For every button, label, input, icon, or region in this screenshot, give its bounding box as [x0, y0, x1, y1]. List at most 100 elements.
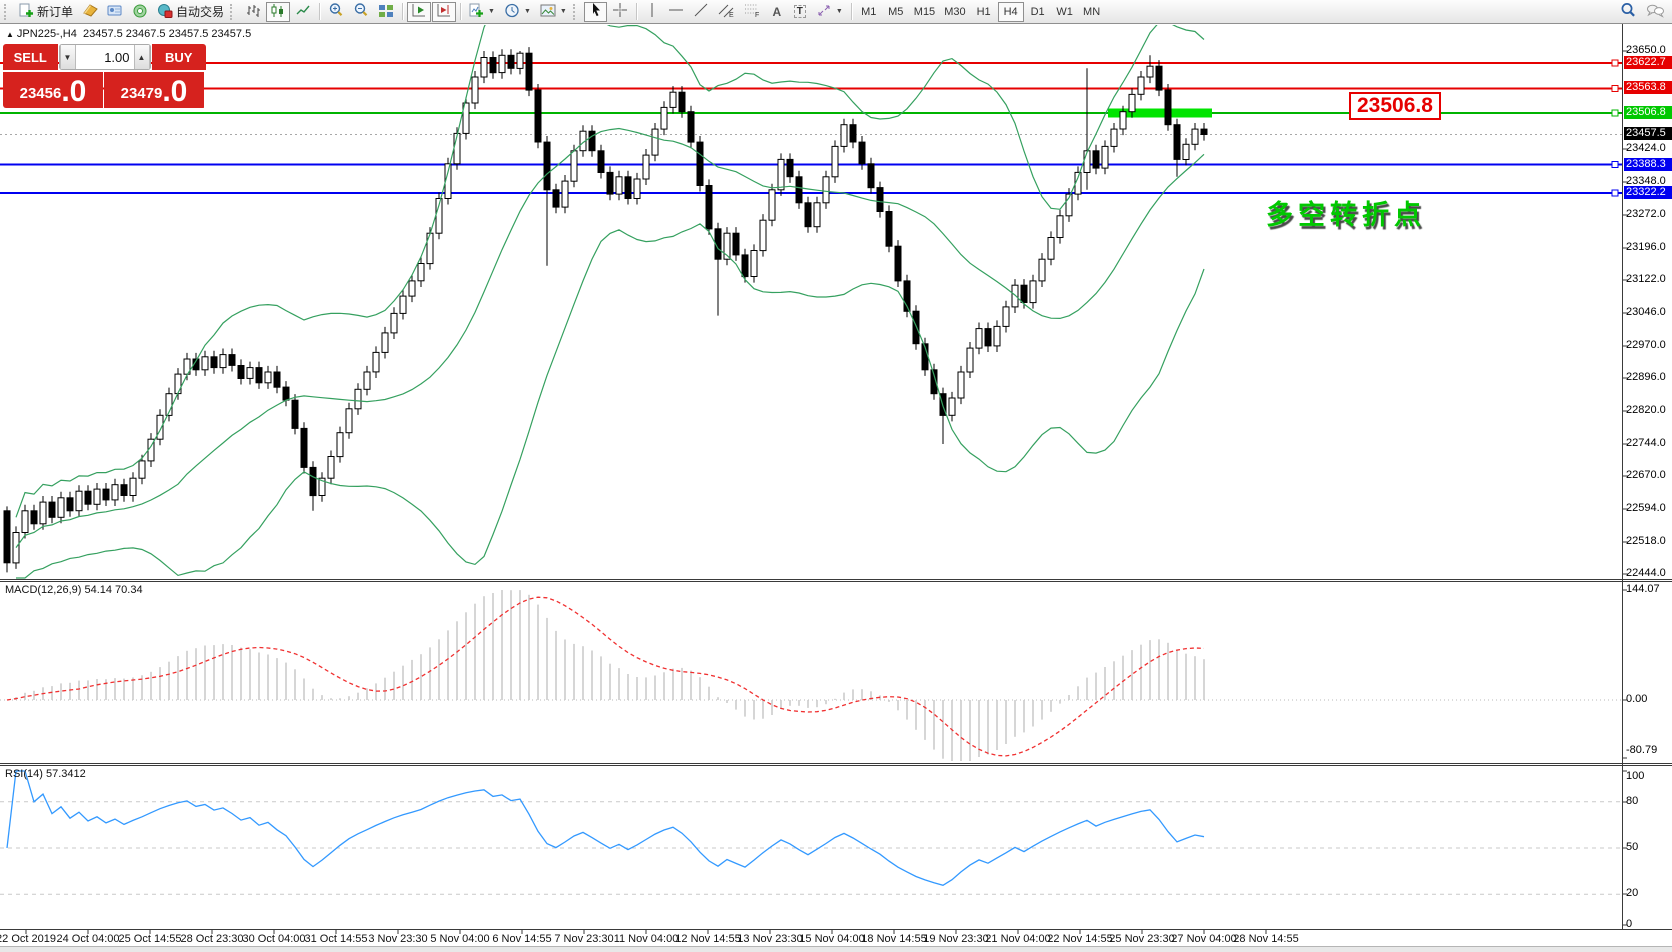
timeframe-m5-button[interactable]: M5 [883, 2, 909, 22]
data-window-button[interactable] [128, 2, 152, 22]
crosshair-icon [612, 2, 628, 21]
templates-button[interactable]: ▼ [536, 2, 571, 22]
equidistant-channel-icon: E [718, 2, 735, 21]
line-chart-button[interactable] [291, 2, 315, 22]
chat-button[interactable] [1642, 2, 1669, 22]
auto-trading-icon [157, 3, 173, 21]
sell-price[interactable]: 23456 .0 [3, 71, 103, 108]
axis-tick-label: 0 [1626, 918, 1633, 930]
auto-trading-button[interactable]: 自动交易 [153, 2, 228, 22]
symbol-period-label: JPN225-,H4 [16, 28, 77, 40]
zoom-in-button[interactable] [324, 2, 348, 22]
axis-tick-label: 144.07 [1626, 583, 1660, 595]
chart-shift-button[interactable] [432, 1, 457, 22]
axis-tick-label: 23424.0 [1626, 142, 1666, 154]
price-level-label: 23563.8 [1624, 81, 1672, 94]
sell-price-main: 23456 [19, 85, 62, 102]
volume-increase-button[interactable]: ▲ [133, 45, 150, 69]
candlestick-button[interactable] [266, 1, 291, 22]
new-order-button[interactable]: 新订单 [15, 2, 77, 22]
tiled-windows-icon [378, 3, 394, 21]
magnifier-plus-icon [328, 2, 344, 21]
toolbar-grip[interactable] [572, 3, 580, 20]
time-axis-label: 6 Nov 14:55 [492, 933, 552, 945]
timeframe-m30-button[interactable]: M30 [940, 2, 969, 22]
periods-button[interactable]: ▼ [500, 2, 535, 22]
toolbar-grip[interactable] [230, 3, 237, 20]
toolbar-grip[interactable] [4, 3, 11, 20]
pointer-arrow-icon [588, 2, 603, 21]
vertical-line-button[interactable] [641, 2, 663, 22]
timeframe-mn-button[interactable]: MN [1079, 2, 1105, 22]
cursor-button[interactable] [583, 1, 607, 22]
crosshair-button[interactable] [608, 2, 632, 22]
timeframe-d1-button[interactable]: D1 [1025, 2, 1051, 22]
indicators-button[interactable]: ▼ [465, 2, 499, 22]
axis-tick-label: 22970.0 [1626, 339, 1666, 351]
navigator-icon [107, 3, 123, 21]
timeframe-w1-button[interactable]: W1 [1052, 2, 1078, 22]
horizontal-line-button[interactable] [664, 2, 688, 22]
line-chart-icon [295, 3, 311, 21]
window-bottom-edge [0, 946, 1672, 952]
time-axis-label: 15 Nov 04:00 [799, 933, 865, 945]
time-axis-label: 28 Nov 14:55 [1233, 933, 1299, 945]
ohlc-values: 23457.5 23467.5 23457.5 23457.5 [82, 28, 252, 40]
price-level-label: 23622.7 [1624, 56, 1672, 69]
channel-button[interactable]: E [714, 2, 739, 22]
timeframe-m1-button[interactable]: M1 [856, 2, 882, 22]
price-callout-box[interactable]: 23506.8 [1349, 92, 1441, 120]
navigator-button[interactable] [103, 2, 127, 22]
axis-tick-label: 22444.0 [1626, 567, 1666, 579]
time-axis-label: 19 Nov 23:30 [923, 933, 989, 945]
time-axis-label: 24 Oct 04:00 [56, 933, 120, 945]
axis-ticks [25, 50, 1628, 934]
arrows-button[interactable]: ▼ [812, 2, 847, 22]
triangle-up-icon[interactable]: ▲ [6, 30, 14, 39]
volume-decrease-button[interactable]: ▼ [59, 45, 76, 69]
buy-price[interactable]: 23479 .0 [104, 71, 204, 108]
time-axis-label: 22 Oct 2019 [0, 933, 56, 945]
annotation-text[interactable]: 多空转折点 [1266, 200, 1426, 230]
time-axis-label: 28 Oct 23:30 [180, 933, 244, 945]
svg-text:F: F [755, 12, 759, 18]
axis-tick-label: 23122.0 [1626, 273, 1666, 285]
timeframe-h4-button[interactable]: H4 [997, 1, 1024, 22]
main-toolbar: 新订单 自动交易 ▼ ▼ [0, 0, 1672, 24]
search-button[interactable] [1616, 2, 1641, 22]
ohlc-bars-button[interactable] [241, 2, 265, 22]
buy-button[interactable]: BUY [151, 44, 206, 70]
picture-icon [540, 3, 556, 21]
volume-input[interactable] [75, 45, 134, 69]
tile-windows-button[interactable] [374, 2, 398, 22]
axis-tick-label: 50 [1626, 841, 1639, 853]
text-label-button[interactable]: T [789, 2, 811, 22]
axis-tick-label: 23046.0 [1626, 306, 1666, 318]
sell-price-decimal: .0 [61, 75, 87, 108]
axis-tick-label: 23348.0 [1626, 175, 1666, 187]
candles-layer [3, 47, 1208, 573]
time-axis-label: 31 Oct 14:55 [304, 933, 368, 945]
text-button[interactable]: A [766, 2, 788, 22]
price-level-label: 23506.8 [1624, 106, 1672, 119]
gold-book-icon [82, 3, 98, 21]
price-level-label: 23388.3 [1624, 158, 1672, 171]
chevron-down-icon: ▼ [523, 8, 531, 15]
axis-tick-label: 22744.0 [1626, 437, 1666, 449]
axis-tick-label: 23196.0 [1626, 241, 1666, 253]
auto-scroll-button[interactable] [407, 1, 432, 22]
market-watch-button[interactable] [78, 2, 102, 22]
zoom-out-button[interactable] [349, 2, 373, 22]
trendline-button[interactable] [689, 2, 713, 22]
new-order-icon [19, 3, 34, 21]
pane-separators [0, 24, 1672, 930]
timeframe-m15-button[interactable]: M15 [910, 2, 939, 22]
sell-button[interactable]: SELL [3, 44, 58, 70]
fibonacci-button[interactable]: F [740, 2, 765, 22]
chevron-down-icon: ▼ [488, 8, 495, 15]
timeframe-h1-button[interactable]: H1 [971, 2, 997, 22]
magnifier-icon [1620, 2, 1637, 21]
axis-tick-label: 22594.0 [1626, 502, 1666, 514]
time-axis-label: 13 Nov 23:30 [737, 933, 803, 945]
